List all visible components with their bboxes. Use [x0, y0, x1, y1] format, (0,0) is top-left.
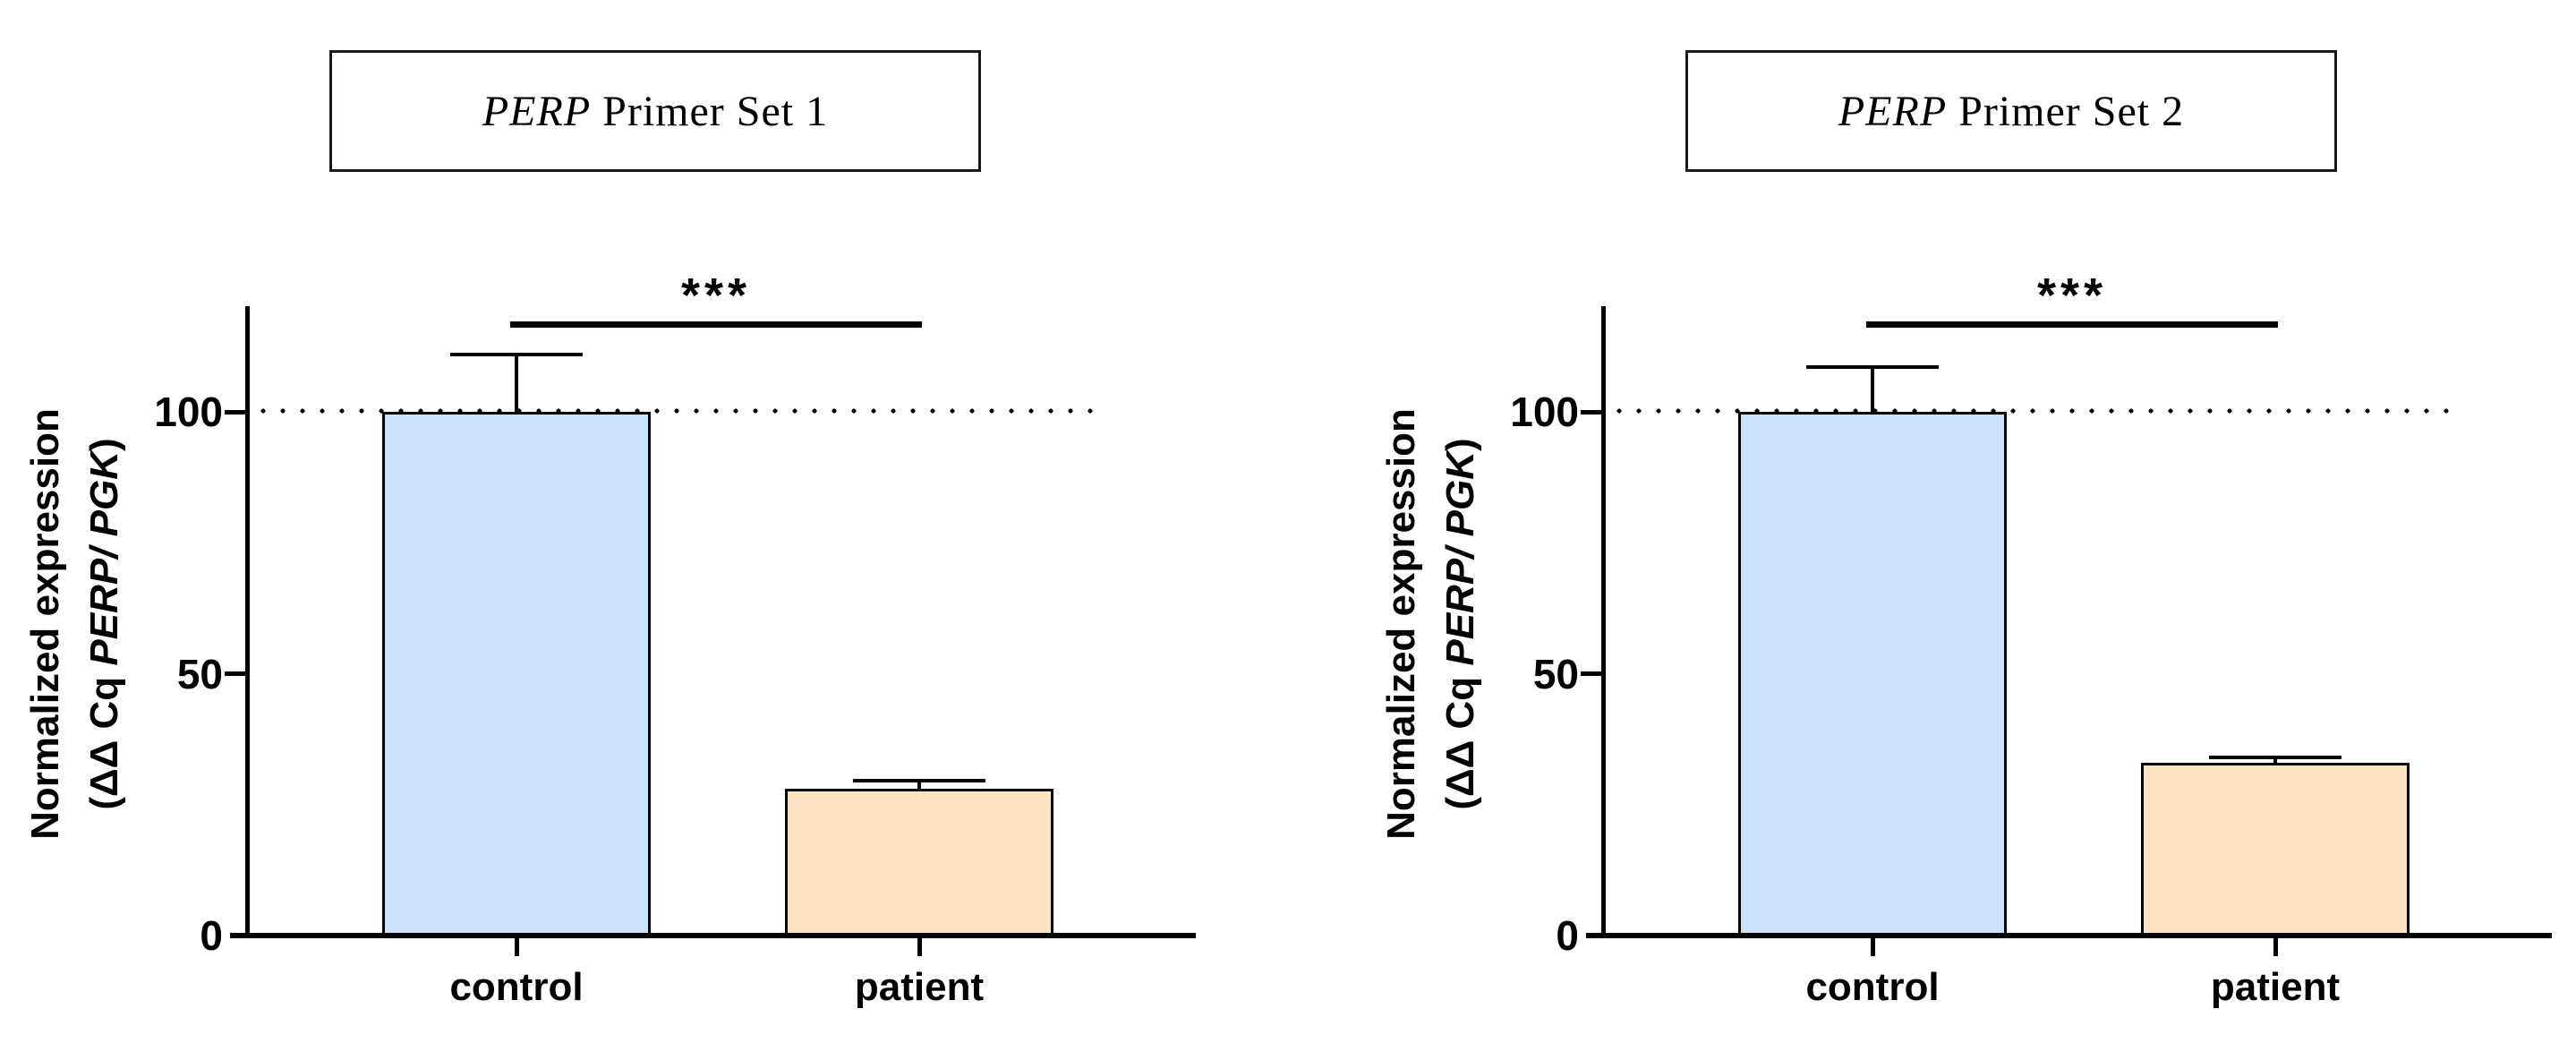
reference-dotted-line	[1609, 407, 2461, 415]
y-axis-label-text: )	[1438, 438, 1482, 452]
significance-line	[510, 321, 922, 328]
x-category-label: control	[1805, 965, 1940, 1009]
title-text: Primer Set 2	[1947, 87, 2185, 135]
chart-2: PERP Primer Set 2 Normalized expression (Δ…	[1356, 0, 2576, 1043]
significance-stars: ***	[2036, 269, 2108, 322]
y-tick-label: 0	[1556, 912, 1579, 959]
x-axis-line	[230, 933, 1196, 938]
x-tick-mark	[514, 938, 519, 956]
y-axis-label-text: )	[82, 438, 126, 452]
x-tick-mark	[917, 938, 922, 956]
error-bar-cap	[853, 779, 985, 783]
error-bar-cap	[450, 352, 583, 356]
error-bar-whisker	[2273, 757, 2277, 765]
y-tick-label: 100	[1510, 389, 1579, 435]
error-bar-whisker	[1871, 367, 1874, 414]
error-bar-whisker	[917, 781, 921, 791]
error-bar-whisker	[515, 354, 518, 414]
bar-control	[1738, 412, 2007, 936]
x-tick-mark	[1870, 938, 1875, 956]
title-gene-name: PERP	[482, 87, 592, 135]
y-tick-mark	[225, 671, 245, 676]
y-tick-mark	[1581, 409, 1601, 415]
reference-dotted-line	[253, 407, 1105, 415]
x-category-label: control	[449, 965, 584, 1009]
chart-title: PERP Primer Set 2	[1685, 50, 2337, 172]
chart-title: PERP Primer Set 1	[329, 50, 981, 172]
y-axis-line	[245, 306, 250, 936]
title-gene-name: PERP	[1838, 87, 1948, 135]
y-tick-mark	[225, 409, 245, 415]
bar-patient	[2141, 762, 2410, 936]
title-text: Primer Set 1	[591, 87, 829, 135]
significance-stars: ***	[680, 269, 752, 322]
x-tick-mark	[2273, 938, 2278, 956]
error-bar-cap	[1806, 365, 1939, 370]
y-tick-label: 100	[154, 389, 223, 435]
x-axis-line	[1586, 933, 2552, 938]
y-axis-line	[1601, 306, 1606, 936]
y-axis-label-gene: PERP/ PGK	[1438, 451, 1482, 666]
significance-line	[1866, 321, 2278, 328]
y-tick-label: 50	[1532, 650, 1579, 697]
y-tick-mark	[1581, 671, 1601, 676]
x-category-label: patient	[854, 965, 985, 1009]
error-bar-cap	[2209, 756, 2341, 760]
bar-control	[382, 412, 651, 936]
y-tick-label: 50	[176, 650, 223, 697]
x-category-label: patient	[2210, 965, 2341, 1009]
y-axis-label-gene: PERP/ PGK	[82, 451, 126, 666]
y-tick-label: 0	[200, 912, 223, 959]
bar-patient	[785, 789, 1053, 936]
chart-1: PERP Primer Set 1 Normalized expression (Δ…	[23, 50, 1196, 1009]
